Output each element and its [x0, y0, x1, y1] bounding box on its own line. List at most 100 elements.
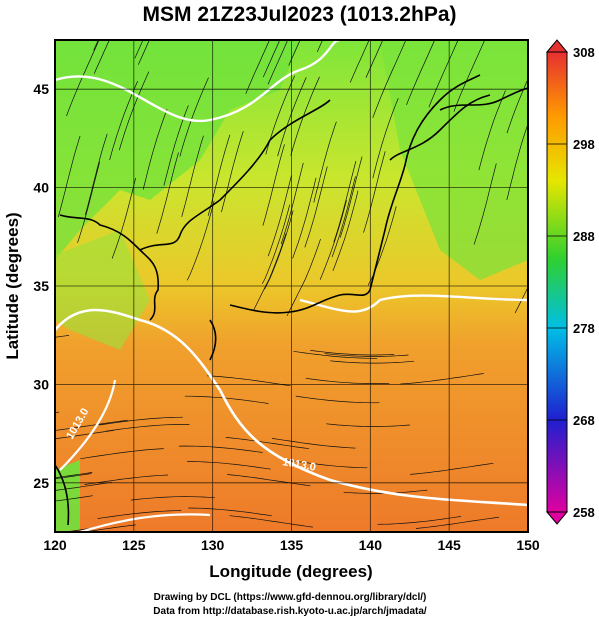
streamline: [156, 152, 179, 234]
streamline: [93, 40, 110, 74]
x-tick-label: 130: [201, 537, 225, 553]
contour-label: 1013.0: [281, 456, 316, 474]
x-tick-label: 120: [43, 537, 67, 553]
streamline: [400, 373, 484, 385]
x-tick-label: 150: [516, 537, 540, 553]
streamline: [227, 474, 311, 487]
streamline: [326, 423, 411, 427]
map-title: MSM 21Z23Jul2023 (1013.2hPa): [142, 3, 457, 26]
x-tick-label: 125: [122, 537, 146, 553]
streamline: [330, 360, 415, 364]
streamline: [134, 40, 144, 59]
streamline: [82, 524, 136, 532]
streamline: [206, 375, 291, 387]
streamline: [105, 424, 190, 432]
streamline: [333, 161, 357, 243]
streamline: [372, 98, 399, 179]
streamline: [130, 496, 215, 501]
streamline: [84, 133, 108, 216]
streamline: [132, 40, 134, 41]
y-tick-label: 25: [33, 475, 49, 491]
streamline: [304, 166, 328, 248]
colorbar-tick-label: 258: [573, 505, 595, 520]
colorbar: 308 298 288 278 268 258: [545, 39, 595, 525]
streamline: [221, 131, 244, 213]
x-tick-label: 145: [437, 537, 461, 553]
streamline: [261, 204, 291, 285]
x-tick-labels: 120 125 130 135 140 145 150: [43, 537, 540, 553]
wind-streamlines: [55, 40, 528, 532]
contour-line: [55, 40, 341, 123]
streamline: [363, 151, 386, 233]
streamline: [305, 377, 390, 384]
streamline: [293, 350, 378, 359]
streamline: [473, 163, 497, 245]
streamline: [292, 177, 317, 259]
streamline: [252, 233, 287, 311]
temperature-field: 1013.0 1013.0: [55, 40, 528, 532]
streamline: [186, 200, 215, 281]
colorbar-tick-label: 288: [573, 229, 595, 244]
streamline: [324, 353, 409, 357]
streamline: [415, 516, 500, 529]
streamline: [207, 134, 231, 216]
streamline: [262, 144, 285, 226]
streamline: [188, 507, 272, 517]
streamline: [310, 350, 395, 356]
streamline: [184, 395, 269, 404]
streamline: [142, 108, 168, 190]
streamline: [410, 462, 494, 475]
streamline: [283, 459, 368, 469]
streamline: [187, 461, 271, 470]
streamline: [55, 411, 60, 413]
streamline: [377, 516, 462, 525]
streamline: [331, 176, 356, 258]
map-figure: 1013.0 1013.0 120 125 130 135 140 145 150 25 30…: [3, 39, 595, 581]
streamline: [55, 495, 93, 502]
y-axis-title: Latitude (degrees): [3, 212, 22, 359]
streamline: [280, 162, 304, 245]
streamline: [245, 40, 270, 94]
streamline: [179, 77, 209, 157]
streamline: [349, 40, 370, 83]
contour-line: [55, 308, 528, 507]
contour-line: [59, 379, 117, 471]
colorbar-tick-label: 308: [573, 45, 595, 60]
streamline: [267, 175, 292, 257]
x-tick-label: 135: [280, 537, 304, 553]
x-axis-title: Longitude (degrees): [209, 562, 372, 581]
plot-frame: [54, 39, 529, 533]
y-tick-label: 30: [33, 376, 49, 392]
streamline: [365, 40, 384, 78]
streamline: [286, 238, 321, 317]
streamline: [55, 429, 115, 440]
streamline: [295, 395, 380, 404]
streamline: [332, 190, 359, 271]
streamline: [262, 40, 281, 78]
streamline: [506, 78, 528, 134]
streamline: [57, 135, 81, 218]
streamline: [453, 40, 486, 112]
streamline: [319, 200, 347, 280]
y-tick-labels: 25 30 35 40 45: [33, 81, 49, 491]
streamline: [62, 527, 98, 532]
streamline: [55, 473, 92, 479]
streamline: [271, 438, 356, 449]
credit-data: Data from http://database.rish.kyoto-u.a…: [153, 606, 427, 617]
streamline: [478, 90, 506, 171]
streamline: [506, 122, 528, 200]
streamline: [264, 210, 294, 290]
y-tick-label: 45: [33, 81, 49, 97]
streamline: [372, 40, 407, 118]
y-tick-label: 40: [33, 180, 49, 196]
streamline: [428, 40, 459, 108]
streamline: [178, 445, 263, 453]
streamline: [225, 437, 310, 450]
y-tick-label: 35: [33, 278, 49, 294]
streamline: [80, 448, 164, 460]
credits: Drawing by DCL (https://www.gfd-dennou.o…: [0, 591, 580, 619]
streamline: [118, 71, 150, 151]
streamline: [229, 515, 313, 528]
contour-line: [299, 294, 528, 313]
streamline: [137, 40, 150, 65]
